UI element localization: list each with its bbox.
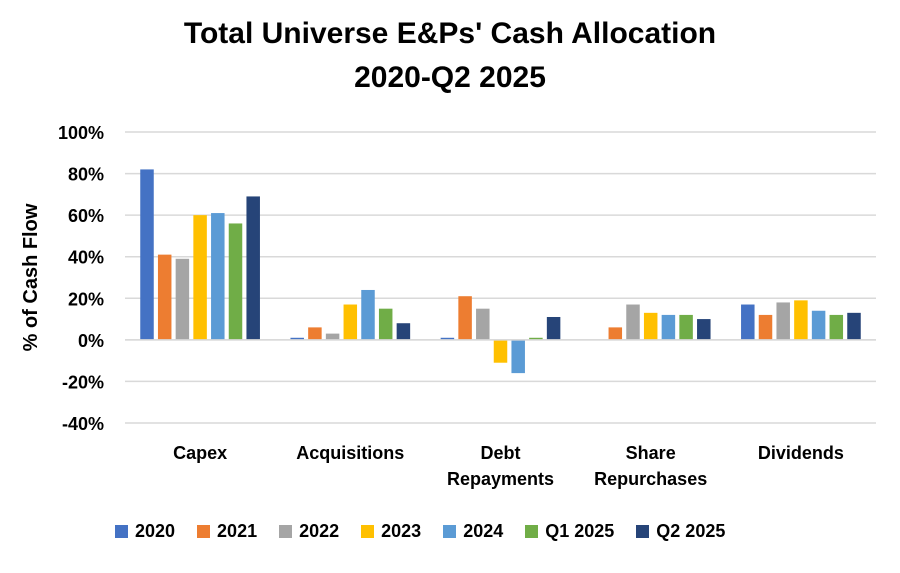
legend-item: 2022 (279, 521, 339, 542)
legend-swatch (636, 524, 650, 538)
bar (794, 300, 808, 340)
legend-item: Q1 2025 (525, 521, 614, 542)
chart-subtitle: 2020-Q2 2025 (354, 61, 546, 94)
bar (679, 314, 693, 340)
legend-item: Q2 2025 (636, 521, 725, 542)
x-tick-label: Acquisitions (296, 443, 404, 463)
bar (546, 316, 561, 340)
bar (529, 337, 543, 340)
bar (193, 215, 207, 340)
bar (476, 308, 490, 340)
legend-swatch (443, 524, 457, 538)
legend-label: 2021 (217, 520, 258, 541)
legend-swatch (279, 524, 293, 538)
bar (829, 314, 844, 340)
legend-item: 2020 (115, 521, 175, 542)
bar (211, 213, 225, 340)
bar (758, 314, 773, 340)
legend-label: 2022 (299, 520, 340, 541)
bar (308, 327, 322, 340)
x-tick-label: Debt (481, 443, 521, 463)
bar (776, 302, 790, 340)
bar (157, 254, 172, 340)
y-tick-label: -40% (62, 414, 104, 434)
bar (741, 304, 755, 340)
bar (228, 223, 243, 340)
chart-legend: 2020 2021 2022 2023 2024 Q1 2025 Q2 2025 (115, 519, 747, 543)
y-tick-label: 40% (68, 248, 104, 268)
bar (643, 312, 658, 340)
legend-item: 2021 (197, 521, 257, 542)
y-tick-label: 0% (78, 331, 104, 351)
legend-label: 2024 (463, 520, 504, 541)
legend-swatch (115, 524, 128, 538)
legend-label: 2023 (381, 520, 422, 541)
legend-item: 2023 (361, 521, 421, 542)
bar (511, 339, 525, 374)
bar (175, 258, 190, 340)
legend-swatch (361, 524, 375, 538)
legend-label: Q1 2025 (545, 520, 615, 541)
bar (246, 196, 260, 340)
legend-label: Q2 2025 (656, 520, 726, 541)
x-tick-label: Repurchases (594, 469, 707, 489)
bar (290, 337, 304, 340)
bar (325, 333, 340, 340)
bar (661, 314, 676, 340)
y-tick-label: 20% (68, 289, 104, 309)
legend-item: 2024 (443, 521, 503, 542)
bar-chart: -40% -20% 0% 20% 40% 60% 80% 100% % of Cash Flow… (20, 123, 876, 489)
y-axis-label: % of Cash Flow (20, 203, 42, 351)
bar (847, 312, 861, 340)
x-tick-label: Share (626, 443, 676, 463)
bar (140, 169, 154, 340)
x-tick-label: Capex (173, 443, 227, 463)
y-tick-label: -20% (62, 372, 104, 392)
y-tick-label: 100% (58, 123, 104, 143)
bar (396, 323, 411, 340)
bar (626, 304, 640, 340)
bar (608, 327, 623, 340)
bar (811, 310, 826, 340)
chart-title: Total Universe E&Ps' Cash Allocation (183, 17, 717, 50)
bar (458, 296, 472, 340)
bar (361, 289, 375, 340)
y-tick-label: 80% (68, 165, 104, 185)
bar (493, 339, 508, 363)
bar (378, 308, 393, 340)
bar (697, 319, 711, 340)
legend-swatch (197, 524, 211, 538)
legend-swatch (525, 524, 539, 538)
y-tick-label: 60% (68, 206, 104, 226)
bar (343, 304, 358, 340)
x-tick-label: Dividends (758, 443, 844, 463)
bar (440, 337, 455, 340)
x-tick-label: Repayments (447, 469, 554, 489)
legend-label: 2020 (135, 520, 176, 541)
